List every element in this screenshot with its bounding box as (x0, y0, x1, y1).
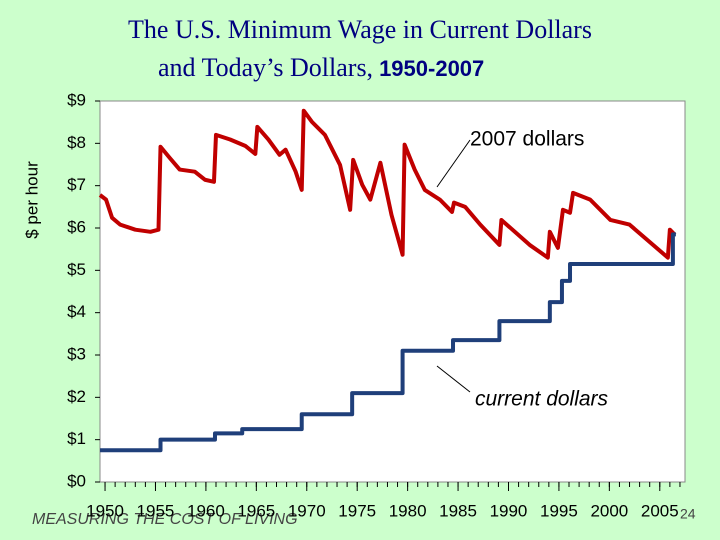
chart-title: and Today’s Dollars, (158, 53, 373, 82)
x-tick-label: 1980 (389, 501, 427, 520)
y-tick-label: $5 (67, 260, 86, 279)
leader-line (436, 139, 471, 188)
y-tick-label: $4 (67, 302, 86, 321)
series-line (100, 232, 676, 453)
annotation: current dollars (475, 388, 609, 411)
y-tick-label: $8 (67, 133, 86, 152)
x-tick-label: 1995 (540, 501, 578, 520)
series-line (98, 108, 677, 260)
leader-line (436, 365, 471, 393)
x-tick-label: 1970 (288, 501, 326, 520)
chart-title: The U.S. Minimum Wage in Current Dollars (128, 15, 592, 44)
x-tick-label: 1985 (439, 501, 477, 520)
chart-title: and Today’s Dollars, 1950-2007 (158, 53, 484, 82)
footer: MEASURING THE COST OF LIVING (32, 511, 298, 528)
x-tick-label: 1955 (137, 501, 175, 520)
x-tick-label: 2005 (641, 501, 679, 520)
y-tick-label: $9 (67, 90, 86, 109)
chart-title: 1950-2007 (379, 56, 484, 81)
y-tick-label: $1 (67, 429, 86, 448)
y-tick-label: $6 (67, 217, 86, 236)
y-tick-label: $3 (67, 344, 86, 363)
y-tick-label: $2 (67, 387, 86, 406)
page-number: 24 (680, 506, 696, 522)
x-tick-label: 1950 (86, 501, 124, 520)
y-tick-label: $7 (67, 175, 86, 194)
annotation: 2007 dollars (470, 128, 584, 151)
y-tick-label: $0 (67, 471, 86, 490)
x-tick-label: 2000 (590, 501, 628, 520)
x-tick-label: 1965 (237, 501, 275, 520)
y-axis-label: $ per hour (22, 161, 41, 239)
plot-area (99, 100, 686, 483)
x-tick-label: 1975 (338, 501, 376, 520)
x-tick-label: 1960 (187, 501, 225, 520)
x-tick-label: 1990 (490, 501, 528, 520)
